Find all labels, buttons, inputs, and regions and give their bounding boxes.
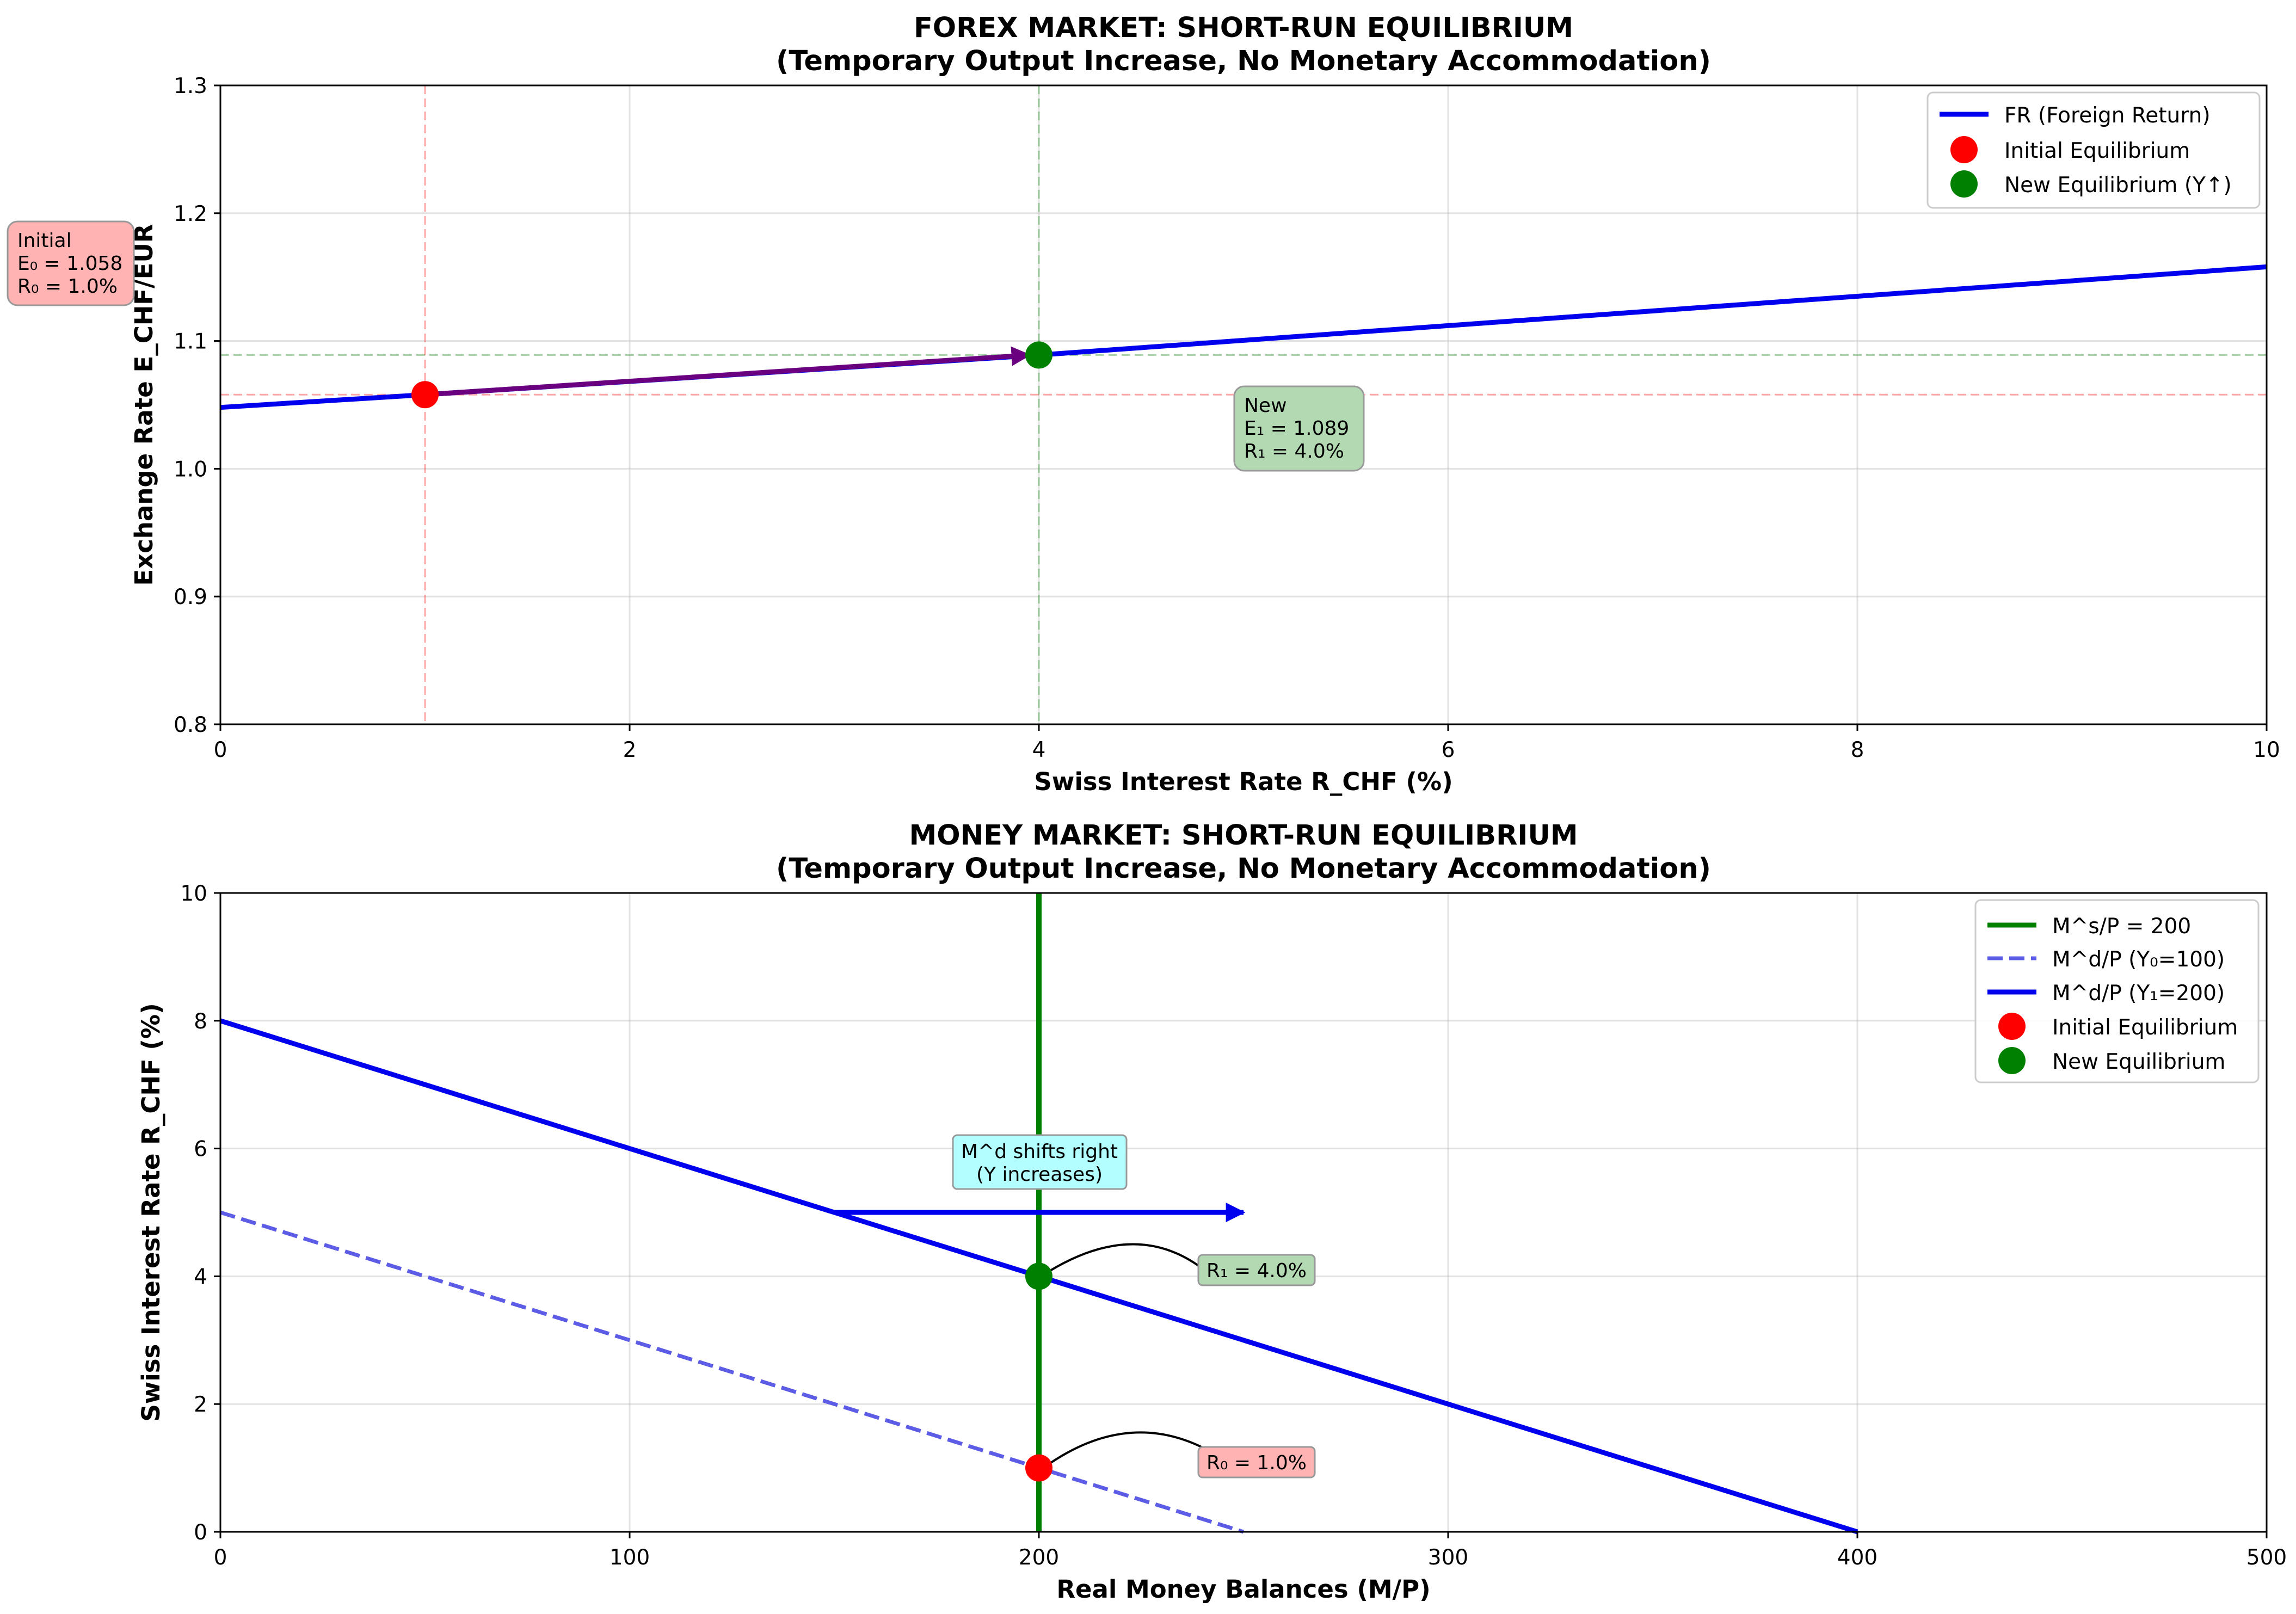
forex-legend-initial-swatch: [1950, 136, 1978, 163]
money-x-axis-label: Real Money Balances (M/P): [1056, 1575, 1430, 1604]
money-initial-equilibrium-point: [1025, 1454, 1052, 1482]
forex-new-equilibrium-point: [1025, 341, 1052, 369]
forex-x-tick-label: 10: [2253, 738, 2280, 762]
money-y-tick-label: 6: [194, 1137, 207, 1162]
forex-y-tick-label: 0.9: [174, 585, 207, 609]
money-y-tick-label: 0: [194, 1520, 207, 1545]
forex-new-annotation: New E₁ = 1.089 R₁ = 4.0%: [1233, 385, 1365, 472]
forex-x-tick-label: 4: [1032, 738, 1046, 762]
money-demand-y0-line: [219, 1210, 1245, 1534]
money-new-callout-curve: [1048, 1243, 1205, 1272]
forex-x-ticks: 0 2 4 6 8 10: [214, 724, 2280, 762]
money-y-tick-label: 10: [180, 882, 207, 906]
money-shift-annotation-line2: (Y increases): [976, 1163, 1103, 1186]
money-subtitle: (Temporary Output Increase, No Monetary …: [776, 853, 1711, 885]
money-x-tick-label: 300: [1428, 1545, 1468, 1570]
money-shift-annotation-line1: M^d shifts right: [961, 1141, 1118, 1163]
forex-initial-annotation: Initial E₀ = 1.058 R₀ = 1.0%: [7, 220, 135, 306]
forex-y-ticks: 0.8 0.9 1.0 1.1 1.2 1.3: [174, 74, 220, 737]
money-title: MONEY MARKET: SHORT-RUN EQUILIBRIUM: [909, 820, 1578, 852]
money-x-tick-label: 200: [1019, 1545, 1059, 1570]
money-new-annotation-text: R₁ = 4.0%: [1207, 1260, 1307, 1282]
money-y-tick-label: 8: [194, 1009, 207, 1034]
forex-initial-annotation-line2: E₀ = 1.058: [17, 252, 122, 275]
forex-y-tick-label: 0.8: [174, 713, 207, 737]
money-plot-frame: [219, 892, 2268, 1533]
money-y-tick-label: 4: [194, 1265, 207, 1289]
money-new-annotation: R₁ = 4.0%: [1197, 1254, 1316, 1286]
money-x-tick-label: 400: [1837, 1545, 1878, 1570]
forex-legend-fr-label: FR (Foreign Return): [2004, 103, 2211, 128]
forex-legend-new-swatch: [1950, 170, 1978, 198]
forex-y-tick-label: 1.2: [174, 202, 207, 226]
forex-transition-arrow: [424, 346, 1031, 397]
forex-y-tick-label: 1.1: [174, 330, 207, 354]
forex-new-annotation-line1: New: [1244, 395, 1287, 417]
forex-y-tick-label: 1.0: [174, 457, 207, 482]
money-x-ticks: 0 100 200 300 400 500: [214, 1532, 2287, 1570]
money-legend-initial-swatch: [1998, 1013, 2026, 1040]
money-panel: MONEY MARKET: SHORT-RUN EQUILIBRIUM (Tem…: [137, 820, 2287, 1604]
money-legend-demand0-label: M^d/P (Y₀=100): [2052, 947, 2225, 972]
forex-plot-frame: [219, 84, 2268, 725]
forex-y-tick-label: 1.3: [174, 74, 207, 98]
forex-new-annotation-line3: R₁ = 4.0%: [1244, 440, 1344, 463]
money-initial-annotation: R₀ = 1.0%: [1197, 1446, 1316, 1479]
money-x-tick-label: 100: [610, 1545, 650, 1570]
forex-x-axis-label: Swiss Interest Rate R_CHF (%): [1034, 767, 1452, 796]
forex-legend: FR (Foreign Return) Initial Equilibrium …: [1926, 91, 2261, 209]
money-legend-new-swatch: [1998, 1047, 2026, 1074]
forex-initial-annotation-line3: R₀ = 1.0%: [17, 275, 118, 298]
money-x-tick-label: 500: [2246, 1545, 2287, 1570]
money-x-tick-label: 0: [214, 1545, 227, 1570]
money-y-ticks: 0 2 4 6 8 10: [180, 882, 220, 1545]
forex-x-tick-label: 6: [1442, 738, 1455, 762]
money-y-axis-label: Swiss Interest Rate R_CHF (%): [137, 1003, 165, 1421]
money-legend-new-label: New Equilibrium: [2052, 1050, 2225, 1074]
money-y-tick-label: 2: [194, 1393, 207, 1417]
forex-subtitle: (Temporary Output Increase, No Monetary …: [776, 45, 1711, 77]
money-legend-initial-label: Initial Equilibrium: [2052, 1015, 2238, 1040]
forex-new-annotation-line2: E₁ = 1.089: [1244, 417, 1349, 440]
money-new-equilibrium-point: [1025, 1262, 1052, 1290]
money-legend-demand1-label: M^d/P (Y₁=200): [2052, 981, 2225, 1006]
forex-initial-annotation-line1: Initial: [17, 230, 72, 252]
forex-x-tick-label: 2: [623, 738, 637, 762]
forex-title: FOREX MARKET: SHORT-RUN EQUILIBRIUM: [914, 12, 1573, 44]
forex-x-tick-label: 0: [214, 738, 227, 762]
forex-legend-new-label: New Equilibrium (Y↑): [2004, 173, 2232, 198]
money-initial-annotation-text: R₀ = 1.0%: [1207, 1452, 1307, 1474]
money-legend-supply-label: M^s/P = 200: [2052, 914, 2191, 939]
forex-panel: FOREX MARKET: SHORT-RUN EQUILIBRIUM (Tem…: [7, 12, 2280, 796]
money-shift-annotation: M^d shifts right (Y increases): [952, 1134, 1128, 1190]
forex-legend-initial-label: Initial Equilibrium: [2004, 139, 2190, 163]
forex-x-tick-label: 8: [1851, 738, 1864, 762]
money-initial-callout-curve: [1048, 1431, 1223, 1465]
forex-initial-equilibrium-point: [411, 381, 439, 409]
money-legend: M^s/P = 200 M^d/P (Y₀=100) M^d/P (Y₁=200…: [1974, 899, 2260, 1083]
